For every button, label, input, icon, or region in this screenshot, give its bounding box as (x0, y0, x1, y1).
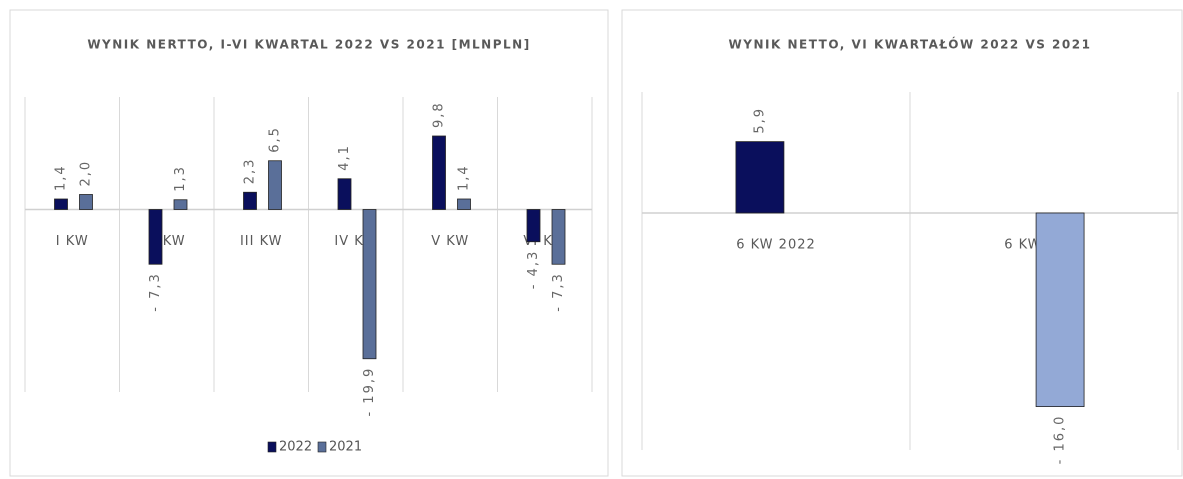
value-label: - 4,3 (526, 250, 541, 290)
value-label: - 16,0 (1053, 415, 1068, 465)
x-tick-label: I KW (56, 234, 89, 249)
bar (551, 209, 566, 265)
bar (432, 135, 446, 210)
legend-swatch (267, 441, 277, 453)
bar (735, 141, 785, 214)
bar (526, 209, 541, 243)
value-label: 1,4 (457, 164, 472, 191)
chart-title: WYNIK NERTTO, I-VI KWARTAL 2022 VS 2021 … (87, 38, 530, 52)
bar (1035, 212, 1085, 408)
bar (173, 199, 188, 210)
x-tick-label: III KW (240, 234, 283, 249)
value-label: - 19,9 (362, 367, 377, 417)
value-label: 6,5 (268, 126, 283, 153)
bar (457, 198, 471, 210)
legend-label: 2022 (279, 440, 312, 455)
bar (337, 178, 352, 210)
x-tick-label: 6 KW 2022 (736, 238, 816, 253)
bar (148, 209, 163, 265)
value-label: - 7,3 (148, 272, 163, 312)
x-tick-label: V KW (431, 234, 469, 249)
value-label: 1,4 (54, 164, 69, 191)
legend-label: 2021 (329, 440, 362, 455)
panel (621, 9, 1183, 477)
value-label: 5,9 (752, 107, 767, 134)
value-label: 9,8 (432, 101, 447, 128)
bar (268, 160, 282, 210)
value-label: - 7,3 (551, 272, 566, 312)
value-label: 2,3 (243, 158, 258, 185)
legend-swatch (317, 441, 327, 453)
chart-title: WYNIK NETTO, VI KWARTAŁÓW 2022 VS 2021 (729, 37, 1092, 52)
bar (54, 198, 68, 210)
value-label: 1,3 (173, 165, 188, 192)
bar (243, 191, 257, 210)
bar (362, 209, 377, 360)
panel (9, 9, 609, 477)
value-label: 4,1 (337, 144, 352, 171)
value-label: 2,0 (79, 160, 94, 187)
bar (79, 194, 93, 210)
